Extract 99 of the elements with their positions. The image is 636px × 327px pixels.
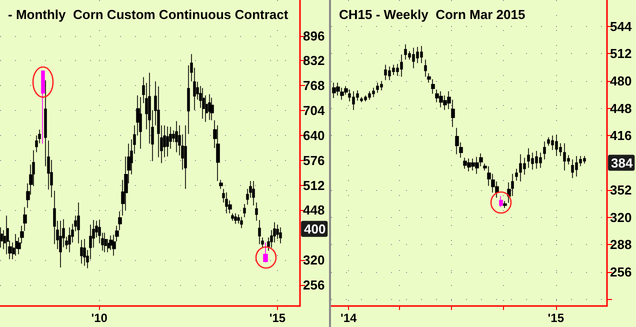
candlestick (252, 180, 255, 206)
y-tick-label: 448 (303, 202, 325, 218)
candlestick (225, 192, 228, 214)
candlestick (519, 154, 522, 182)
candlestick (368, 90, 371, 100)
y-tick-label: 640 (303, 128, 325, 143)
candlestick (276, 224, 279, 240)
y-tick-label: 448 (610, 100, 632, 116)
candlestick (439, 90, 443, 108)
candlestick (0, 226, 3, 248)
candlestick (555, 134, 558, 156)
y-tick-label: 576 (303, 152, 325, 168)
y-tick-label: 704 (303, 103, 326, 118)
candlestick (255, 202, 258, 222)
candlestick (404, 44, 407, 60)
candlestick (77, 202, 80, 244)
y-tick-label: 320 (303, 252, 325, 268)
candlestick (240, 216, 243, 229)
candlestick (364, 95, 367, 102)
candlestick (41, 70, 45, 144)
candlestick (471, 158, 475, 171)
candlestick (503, 200, 507, 208)
candlestick (388, 66, 391, 81)
candlestick (575, 156, 578, 177)
y-tick-label: 256 (303, 277, 325, 292)
candlestick (527, 148, 530, 168)
candlestick (234, 212, 237, 224)
candlestick (431, 78, 435, 94)
candlestick (59, 220, 62, 268)
annotation: 400 (304, 221, 326, 236)
y-tick-label: 256 (610, 264, 632, 280)
y-tick-label: 288 (610, 237, 632, 252)
candlestick (332, 82, 336, 98)
candlestick (175, 120, 178, 153)
candlestick (400, 54, 403, 78)
y-tick-label: 832 (303, 53, 325, 68)
y-tick-label: 416 (610, 128, 632, 144)
candlestick (83, 238, 86, 266)
candlestick (360, 96, 363, 103)
x-tick-label: '15 (269, 311, 286, 325)
candlestick (372, 87, 375, 98)
candlestick (15, 234, 18, 256)
y-tick-label: 352 (610, 182, 632, 198)
y-tick-label: 480 (610, 73, 632, 88)
candlestick (118, 210, 122, 230)
candlestick (475, 156, 479, 174)
y-tick-label: 768 (303, 78, 325, 94)
x-tick-label: '14 (340, 311, 358, 325)
candlestick (463, 157, 467, 170)
candlestick (104, 232, 107, 253)
candlestick (210, 97, 214, 121)
candlestick (571, 158, 574, 179)
candlestick (80, 239, 83, 264)
candlestick (515, 168, 518, 182)
candlestick (427, 72, 431, 84)
candlestick (384, 64, 387, 81)
candlestick (263, 242, 268, 263)
candlestick (279, 226, 282, 244)
x-tick-label: '15 (548, 311, 564, 325)
candlestick (243, 204, 246, 218)
candlestick (499, 196, 503, 208)
candlestick (412, 47, 415, 69)
candlestick (166, 126, 169, 157)
candlestick (68, 226, 71, 253)
y-tick-label: 512 (610, 46, 632, 62)
candlestick (535, 150, 538, 170)
y-tick-label: 544 (610, 18, 632, 34)
candlestick (420, 46, 423, 64)
candlestick (219, 179, 223, 190)
candlestick (216, 124, 220, 182)
candlestick (23, 206, 27, 232)
candlestick (352, 90, 355, 110)
candlestick (184, 124, 187, 190)
candlestick (531, 152, 534, 170)
candlestick (208, 94, 211, 120)
candlestick (202, 88, 205, 120)
annotation: 384 (611, 155, 634, 170)
candlestick (443, 95, 447, 110)
candlestick (467, 158, 471, 172)
candlestick (547, 136, 550, 146)
y-tick-label: 320 (610, 210, 632, 225)
candlestick (380, 80, 383, 91)
candlestick (139, 96, 142, 150)
candlestick (563, 142, 566, 171)
candlestick (543, 141, 546, 160)
y-tick-label: 512 (303, 178, 325, 193)
candlestick (336, 82, 340, 96)
candlestick (376, 82, 379, 94)
text: CH15 - Weekly Corn Mar 2015 (339, 7, 526, 22)
candlestick (231, 212, 234, 222)
candlestick (583, 156, 586, 164)
text: - Monthly Corn Custom Continuous Contract (8, 7, 289, 22)
candlestick (258, 220, 261, 244)
candlestick (539, 152, 542, 168)
x-tick-label: '10 (91, 311, 108, 325)
candlestick (455, 127, 459, 155)
y-tick-label: 896 (303, 28, 325, 44)
candlestick (424, 59, 427, 78)
candlestick (237, 214, 240, 224)
